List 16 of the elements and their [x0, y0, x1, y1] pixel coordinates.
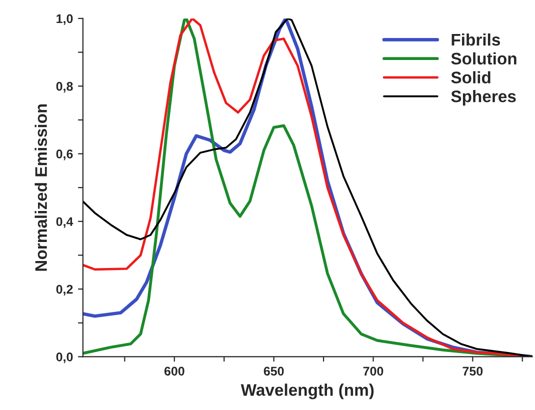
y-tick-label: 0,8	[56, 82, 73, 93]
legend-label: Solid	[451, 71, 490, 84]
x-tick-label: 650	[264, 366, 284, 376]
x-tick-label: 700	[363, 366, 384, 376]
y-tick-label: 0,6	[56, 150, 73, 160]
legend-label: Solution	[451, 52, 516, 65]
x-tick-label: 600	[164, 366, 184, 376]
y-tick-label: 0,0	[56, 352, 73, 364]
y-tick-label: 0,2	[56, 284, 73, 296]
x-tick-label: 750	[462, 366, 483, 376]
y-tick-label: 0,4	[56, 217, 74, 228]
legend-label: Fibrils	[452, 33, 500, 46]
y-tick-label: 1,0	[56, 14, 73, 25]
legend-label: Spheres	[451, 90, 516, 106]
y-axis-title: Normalized Emission	[34, 104, 47, 271]
x-axis-title: Wavelength (nm)	[240, 384, 374, 400]
